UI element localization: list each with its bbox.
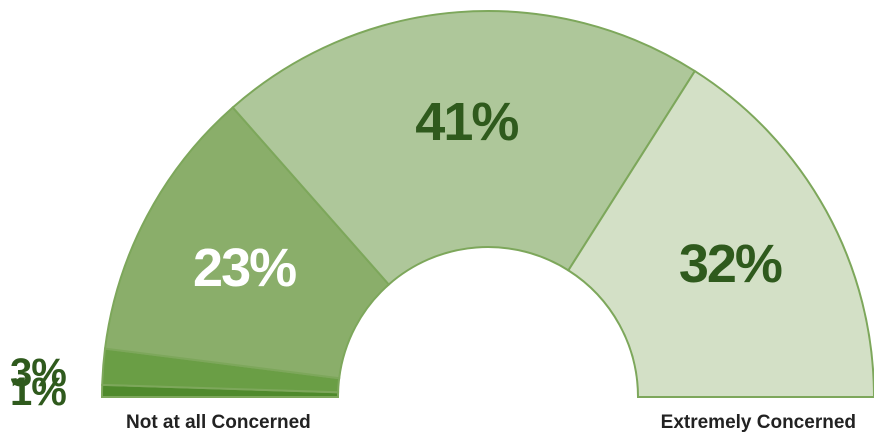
scale-left-label: Not at all Concerned bbox=[126, 412, 311, 433]
segment-3 bbox=[103, 106, 391, 380]
segment-label-2: 3% bbox=[10, 351, 66, 395]
segment-5 bbox=[566, 69, 874, 398]
segment-label-4: 41% bbox=[415, 92, 518, 152]
segment-4 bbox=[231, 10, 697, 286]
scale-right-label: Extremely Concerned bbox=[661, 412, 856, 433]
chart-labels: 1%3% 23% 41% 32% bbox=[10, 92, 784, 414]
segment-label-5: 32% bbox=[679, 234, 782, 294]
segment-label-3: 23% bbox=[193, 238, 296, 298]
segment-label-1: 1% bbox=[10, 370, 66, 414]
chart-segments bbox=[100, 10, 874, 398]
